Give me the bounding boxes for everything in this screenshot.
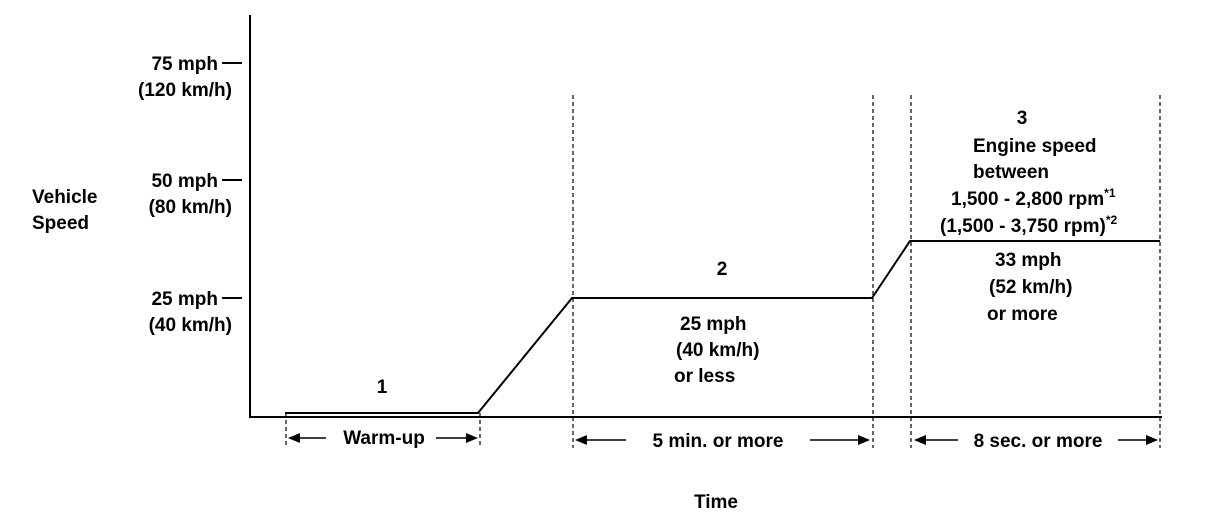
phase-1: 1 Warm-up — [288, 377, 478, 449]
y-tick-label-kmh: (40 km/h) — [149, 315, 232, 336]
arrow-left-head — [288, 433, 300, 443]
phase-3-note-line2: between — [973, 162, 1049, 183]
phase-2-speed-line2: (40 km/h) — [676, 340, 759, 361]
y-axis-label-line2: Speed — [32, 213, 89, 234]
arrow-right-head — [466, 433, 478, 443]
phase-3-rpm-line1: 1,500 - 2,800 rpm*1 — [951, 186, 1116, 210]
y-tick-label-mph: 75 mph — [151, 54, 218, 75]
arrow-left-head — [575, 435, 587, 445]
x-axis-label: Time — [694, 492, 738, 513]
y-tick-label-kmh: (120 km/h) — [138, 80, 232, 101]
phase-2-number: 2 — [717, 259, 728, 280]
phase-3-note-line1: Engine speed — [973, 136, 1097, 157]
phase-2-speed-line1: 25 mph — [680, 314, 747, 335]
arrow-right-head — [858, 435, 870, 445]
phase-3-speed-line3: or more — [987, 304, 1058, 325]
phase-1-number: 1 — [377, 377, 388, 398]
phase-3-rpm-line2-text: (1,500 - 3,750 rpm) — [940, 216, 1106, 237]
phase-3-rpm-line2-sup: *2 — [1106, 213, 1118, 227]
phase-3-rpm-line1-sup: *1 — [1104, 186, 1116, 200]
y-tick-label-mph: 50 mph — [151, 171, 218, 192]
arrow-right-head — [1146, 435, 1158, 445]
y-tick-50: 50 mph (80 km/h) — [149, 171, 242, 218]
arrow-left-head — [914, 435, 926, 445]
phase-2-speed-line3: or less — [674, 366, 735, 387]
y-tick-label-kmh: (80 km/h) — [149, 197, 232, 218]
phase-3-speed-line1: 33 mph — [995, 250, 1062, 271]
phase-3: 3 Engine speed between 1,500 - 2,800 rpm… — [914, 108, 1158, 452]
y-tick-label-mph: 25 mph — [151, 289, 218, 310]
phase-3-rpm-line2: (1,500 - 3,750 rpm)*2 — [940, 213, 1117, 237]
y-axis-label-line1: Vehicle — [32, 187, 98, 208]
phase-2-duration: 5 min. or more — [653, 431, 784, 452]
y-tick-25: 25 mph (40 km/h) — [149, 289, 242, 336]
phase-1-duration: Warm-up — [343, 428, 425, 449]
phase-2: 2 25 mph (40 km/h) or less 5 min. or mor… — [575, 259, 870, 452]
phase-3-duration: 8 sec. or more — [974, 431, 1103, 452]
speed-profile-line — [285, 240, 1160, 414]
phase-3-speed-line2: (52 km/h) — [989, 277, 1072, 298]
y-tick-75: 75 mph (120 km/h) — [138, 54, 242, 101]
phase-3-rpm-line1-text: 1,500 - 2,800 rpm — [951, 189, 1104, 210]
phase-3-number: 3 — [1017, 108, 1028, 129]
